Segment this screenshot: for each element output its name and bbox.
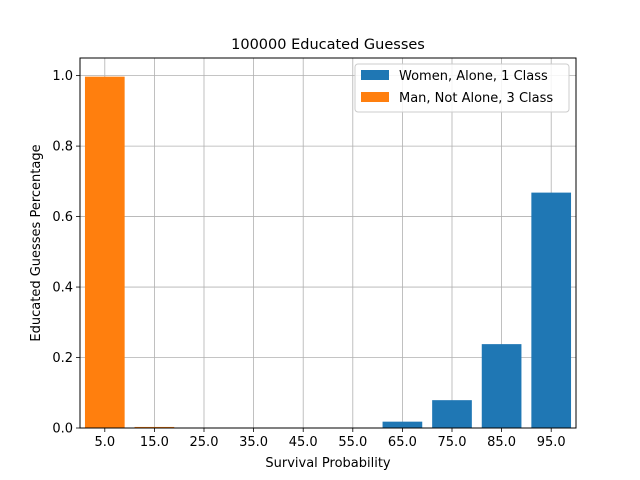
y-tick-label: 0.0 <box>52 422 73 437</box>
legend-swatch-man <box>361 92 389 102</box>
x-tick-label: 35.0 <box>239 435 268 450</box>
bars <box>84 76 572 428</box>
y-tick-label: 0.6 <box>52 210 73 225</box>
x-tick-label: 45.0 <box>289 435 318 450</box>
y-tick-label: 0.4 <box>52 281 73 296</box>
x-tick-label: 25.0 <box>190 435 219 450</box>
y-axis-label: Educated Guesses Percentage <box>29 144 44 341</box>
bar-women-85-0 <box>481 344 522 428</box>
legend: Women, Alone, 1 Class Man, Not Alone, 3 … <box>354 63 570 113</box>
y-tick-label: 1.0 <box>52 69 73 84</box>
bar-man-15-0 <box>134 426 175 428</box>
bar-man-5-0 <box>84 76 125 428</box>
legend-swatch-women <box>361 70 389 80</box>
chart-title: 100000 Educated Guesses <box>231 37 425 53</box>
x-tick-label: 55.0 <box>338 435 367 450</box>
x-axis-label: Survival Probability <box>265 456 391 471</box>
x-tick-label: 95.0 <box>537 435 566 450</box>
x-tick-label: 85.0 <box>487 435 516 450</box>
legend-label-man: Man, Not Alone, 3 Class <box>399 91 553 106</box>
x-tick-label: 5.0 <box>94 435 115 450</box>
x-tick-label: 65.0 <box>388 435 417 450</box>
y-tick-label: 0.8 <box>52 140 73 155</box>
legend-box <box>354 63 570 113</box>
x-tick-label: 75.0 <box>438 435 467 450</box>
bar-women-95-0 <box>531 192 572 428</box>
x-tick-label: 15.0 <box>140 435 169 450</box>
y-tick-label: 0.2 <box>52 351 73 366</box>
bar-women-65-0 <box>382 421 423 428</box>
bar-women-75-0 <box>432 400 472 428</box>
x-axis-ticks: 5.0 15.0 25.0 35.0 45.0 55.0 65.0 75.0 85.0 95.0 <box>94 428 566 450</box>
plot-frame <box>79 57 577 429</box>
y-axis-ticks: 0.0 0.2 0.4 0.6 0.8 1.0 <box>52 69 80 437</box>
legend-label-women: Women, Alone, 1 Class <box>399 69 548 84</box>
